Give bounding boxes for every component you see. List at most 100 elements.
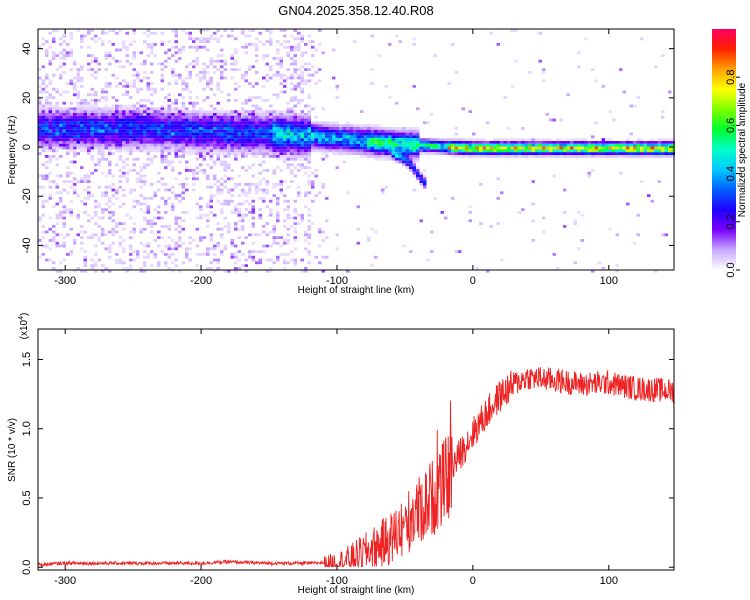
heatmap-cell xyxy=(52,118,56,122)
heatmap-cell xyxy=(171,208,175,211)
heatmap-cell xyxy=(153,107,157,111)
heatmap-cell xyxy=(668,149,672,153)
heatmap-cell xyxy=(286,166,290,169)
heatmap-cell xyxy=(647,143,651,147)
heatmap-cell xyxy=(262,149,266,153)
heatmap-cell xyxy=(213,71,217,74)
heatmap-cell xyxy=(227,118,231,122)
heatmap-cell xyxy=(199,208,203,211)
heatmap-cell xyxy=(283,121,287,125)
heatmap-cell xyxy=(73,85,77,88)
heatmap-cell xyxy=(283,141,287,144)
heatmap-cell xyxy=(87,219,91,223)
heatmap-cell xyxy=(178,115,182,119)
heatmap-cell xyxy=(251,222,255,225)
heatmap-cell xyxy=(192,138,196,141)
heatmap-cell xyxy=(556,146,560,150)
heatmap-cell xyxy=(237,211,241,214)
heatmap-cell xyxy=(388,129,392,133)
heatmap-cell xyxy=(297,143,301,147)
heatmap-cell xyxy=(311,54,315,57)
spectrogram-x-axis-label: Height of straight line (km) xyxy=(298,285,415,296)
heatmap-cell xyxy=(598,141,602,144)
heatmap-cell xyxy=(314,135,318,139)
heatmap-cell xyxy=(164,183,168,186)
heatmap-cell xyxy=(307,68,311,71)
heatmap-cell xyxy=(181,197,185,200)
heatmap-cell xyxy=(174,45,178,49)
heatmap-cell xyxy=(664,138,668,141)
heatmap-cell xyxy=(192,115,196,119)
heatmap-cell xyxy=(503,155,507,158)
heatmap-cell xyxy=(62,146,66,150)
heatmap-cell xyxy=(398,40,402,43)
colorbar-tick-label: 0.0 xyxy=(725,262,737,277)
heatmap-cell xyxy=(188,169,192,172)
heatmap-cell xyxy=(206,127,210,130)
heatmap-cell xyxy=(276,216,280,220)
heatmap-cell xyxy=(262,118,266,122)
heatmap-cell xyxy=(125,115,129,119)
heatmap-cell xyxy=(118,107,122,111)
heatmap-cell xyxy=(62,132,66,136)
heatmap-cell xyxy=(269,199,273,203)
heatmap-cell xyxy=(216,40,220,43)
heatmap-cell xyxy=(475,138,479,141)
heatmap-cell xyxy=(661,141,665,144)
heatmap-cell xyxy=(83,115,87,119)
heatmap-cell xyxy=(118,222,122,225)
heatmap-cell xyxy=(185,169,189,172)
heatmap-cell xyxy=(262,230,266,234)
heatmap-cell xyxy=(248,191,252,195)
heatmap-cell xyxy=(510,29,514,32)
heatmap-cell xyxy=(318,230,322,234)
heatmap-cell xyxy=(206,82,210,85)
heatmap-cell xyxy=(73,177,77,181)
heatmap-cell xyxy=(531,219,535,223)
heatmap-cell xyxy=(52,135,56,139)
heatmap-cell xyxy=(146,152,150,155)
heatmap-cell xyxy=(59,110,63,113)
heatmap-cell xyxy=(174,149,178,153)
heatmap-cell xyxy=(500,191,504,195)
heatmap-cell xyxy=(101,138,105,141)
heatmap-cell xyxy=(122,194,126,197)
heatmap-cell xyxy=(241,152,245,155)
heatmap-cell xyxy=(167,121,171,125)
heatmap-cell xyxy=(143,135,147,139)
heatmap-cell xyxy=(167,141,171,144)
heatmap-cell xyxy=(507,152,511,155)
heatmap-cell xyxy=(244,138,248,141)
heatmap-cell xyxy=(195,138,199,141)
heatmap-cell xyxy=(94,101,98,105)
heatmap-cell xyxy=(262,127,266,130)
heatmap-cell xyxy=(360,149,364,153)
heatmap-cell xyxy=(314,138,318,141)
heatmap-cell xyxy=(524,138,528,141)
heatmap-cell xyxy=(139,87,143,91)
heatmap-cell xyxy=(234,222,238,225)
heatmap-cell xyxy=(209,211,213,214)
heatmap-cell xyxy=(132,149,136,153)
heatmap-cell xyxy=(115,127,119,130)
heatmap-cell xyxy=(150,129,154,133)
heatmap-cell xyxy=(139,177,143,181)
heatmap-cell xyxy=(363,152,367,155)
heatmap-cell xyxy=(48,115,52,119)
heatmap-cell xyxy=(647,152,651,155)
heatmap-cell xyxy=(38,115,42,119)
heatmap-cell xyxy=(139,149,143,153)
heatmap-cell xyxy=(244,183,248,186)
heatmap-cell xyxy=(370,82,374,85)
heatmap-cell xyxy=(178,216,182,220)
heatmap-cell xyxy=(234,127,238,130)
heatmap-cell xyxy=(251,118,255,122)
heatmap-cell xyxy=(300,141,304,144)
heatmap-cell xyxy=(216,138,220,141)
heatmap-cell xyxy=(167,225,171,228)
heatmap-cell xyxy=(493,143,497,147)
heatmap-cell xyxy=(122,141,126,144)
heatmap-cell xyxy=(433,141,437,144)
heatmap-cell xyxy=(108,250,112,253)
heatmap-cell xyxy=(300,269,304,273)
